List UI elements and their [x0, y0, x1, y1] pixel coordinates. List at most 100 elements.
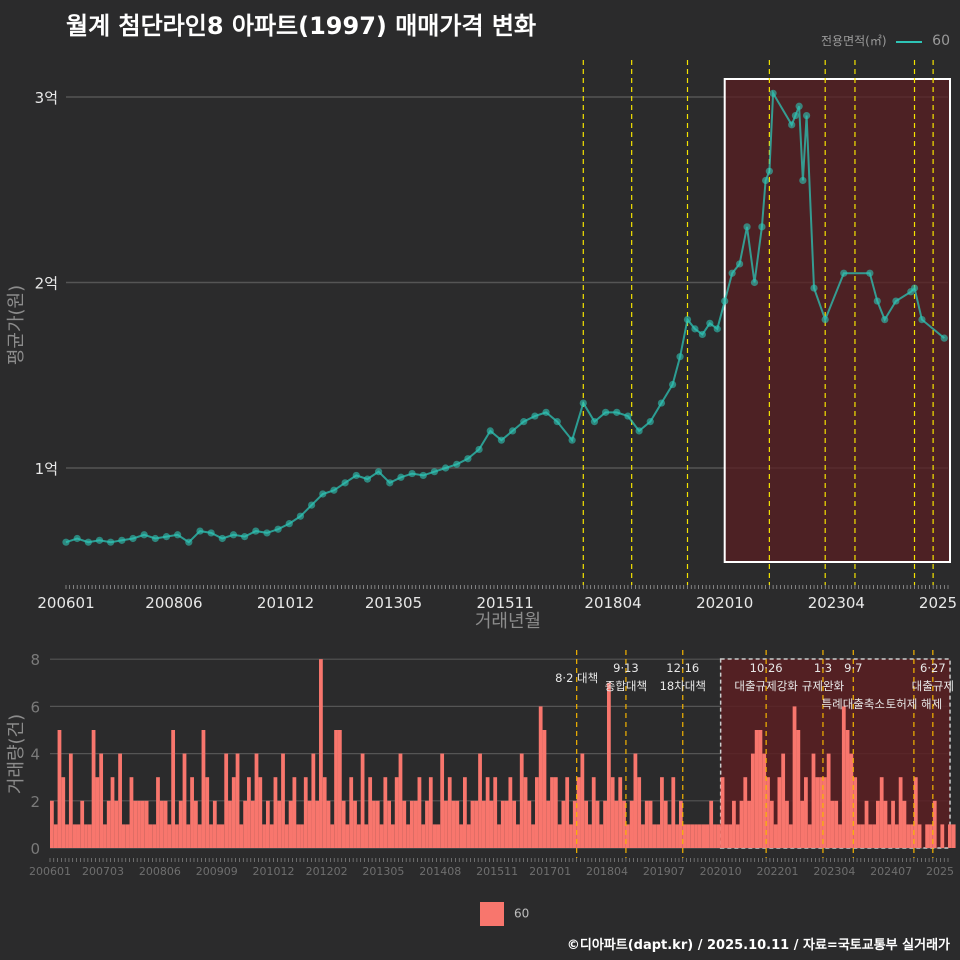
volume-x-tick-label: 201305	[362, 865, 404, 878]
volume-bar	[84, 824, 88, 848]
volume-bar	[95, 777, 100, 848]
volume-bar	[678, 800, 683, 848]
volume-bar	[618, 777, 623, 848]
price-point	[252, 527, 260, 535]
price-point	[95, 536, 104, 544]
volume-bar	[811, 753, 816, 848]
policy-name-label: 대출규제	[912, 679, 954, 693]
price-point	[375, 468, 383, 476]
volume-bar	[887, 824, 892, 848]
volume-bar	[883, 800, 888, 848]
volume-bar	[508, 777, 513, 848]
volume-bar	[534, 777, 539, 848]
price-point	[743, 223, 751, 231]
volume-x-tick-label: 202304	[813, 865, 855, 878]
volume-bar	[538, 706, 543, 848]
price-point	[698, 330, 706, 339]
volume-bar	[148, 824, 153, 848]
volume-bar	[68, 753, 73, 848]
volume-bar	[682, 824, 687, 848]
price-point	[821, 316, 829, 324]
volume-bar	[436, 824, 441, 848]
volume-bar	[53, 824, 58, 848]
volume-bar	[652, 824, 657, 848]
volume-bar	[739, 800, 744, 848]
volume-bar	[906, 824, 911, 848]
volume-bar	[932, 800, 937, 848]
price-point	[683, 316, 692, 324]
volume-bar	[527, 800, 532, 848]
volume-bar	[243, 800, 248, 848]
volume-bar	[258, 777, 263, 848]
volume-bar	[663, 800, 668, 848]
volume-bar	[633, 753, 638, 848]
price-point	[728, 269, 736, 277]
policy-name-label: 토허제 해제	[886, 697, 943, 711]
volume-x-tick-label: 201804	[586, 865, 628, 878]
price-point	[352, 471, 360, 480]
volume-bar	[144, 800, 149, 848]
volume-bar	[629, 800, 634, 848]
volume-bar	[61, 777, 66, 848]
volume-bar	[489, 800, 494, 848]
volume-bar	[822, 777, 827, 848]
volume-bar	[576, 777, 581, 848]
volume-bar	[766, 777, 770, 848]
price-point	[419, 471, 427, 480]
volume-bar	[288, 800, 293, 848]
price-point	[174, 531, 182, 539]
volume-bar	[591, 777, 596, 848]
volume-bar	[879, 777, 884, 848]
volume-bar	[319, 659, 323, 848]
volume-bar	[247, 777, 251, 848]
price-point	[802, 111, 811, 120]
volume-bar	[269, 824, 274, 848]
volume-y-tick-label: 6	[30, 698, 40, 716]
volume-bar	[239, 824, 244, 848]
volume-bar	[845, 730, 850, 848]
price-point	[810, 284, 818, 292]
volume-bar	[118, 753, 122, 848]
price-point	[881, 316, 889, 324]
price-point	[162, 533, 171, 541]
volume-bar	[110, 777, 115, 848]
price-point	[646, 418, 654, 426]
volume-bar	[231, 777, 236, 848]
price-x-tick-label: 201305	[365, 594, 422, 612]
volume-bar	[451, 800, 456, 848]
price-point	[151, 534, 159, 543]
volume-bar	[553, 777, 558, 848]
volume-x-tick-label: 201202	[306, 865, 348, 878]
price-y-tick-label: 1억	[35, 460, 58, 478]
price-point	[840, 269, 848, 277]
volume-bar	[910, 824, 914, 848]
volume-bar	[372, 800, 376, 848]
legend-line-swatch	[896, 40, 923, 43]
volume-bar	[345, 824, 350, 848]
volume-bar	[455, 800, 460, 848]
price-point	[892, 297, 900, 305]
volume-bar	[644, 800, 649, 848]
volume-bar	[121, 824, 126, 848]
volume-bar	[735, 824, 740, 848]
volume-bar	[72, 824, 77, 848]
volume-bar	[747, 800, 751, 848]
price-point	[520, 418, 528, 426]
volume-bar	[800, 800, 805, 848]
volume-bar	[273, 777, 278, 848]
volume-bar	[341, 800, 346, 848]
volume-x-tick-label: 201701	[529, 865, 571, 878]
volume-bar	[614, 800, 619, 848]
volume-bar	[57, 730, 62, 848]
volume-bar	[500, 800, 505, 848]
price-point	[274, 525, 282, 533]
volume-bar	[728, 824, 733, 848]
volume-bar	[447, 777, 452, 848]
price-point	[750, 278, 759, 287]
volume-bar	[891, 800, 895, 848]
volume-bar	[398, 753, 403, 848]
volume-x-tick-label: 2025	[926, 865, 954, 878]
volume-bar	[235, 753, 240, 848]
price-point	[602, 408, 610, 416]
